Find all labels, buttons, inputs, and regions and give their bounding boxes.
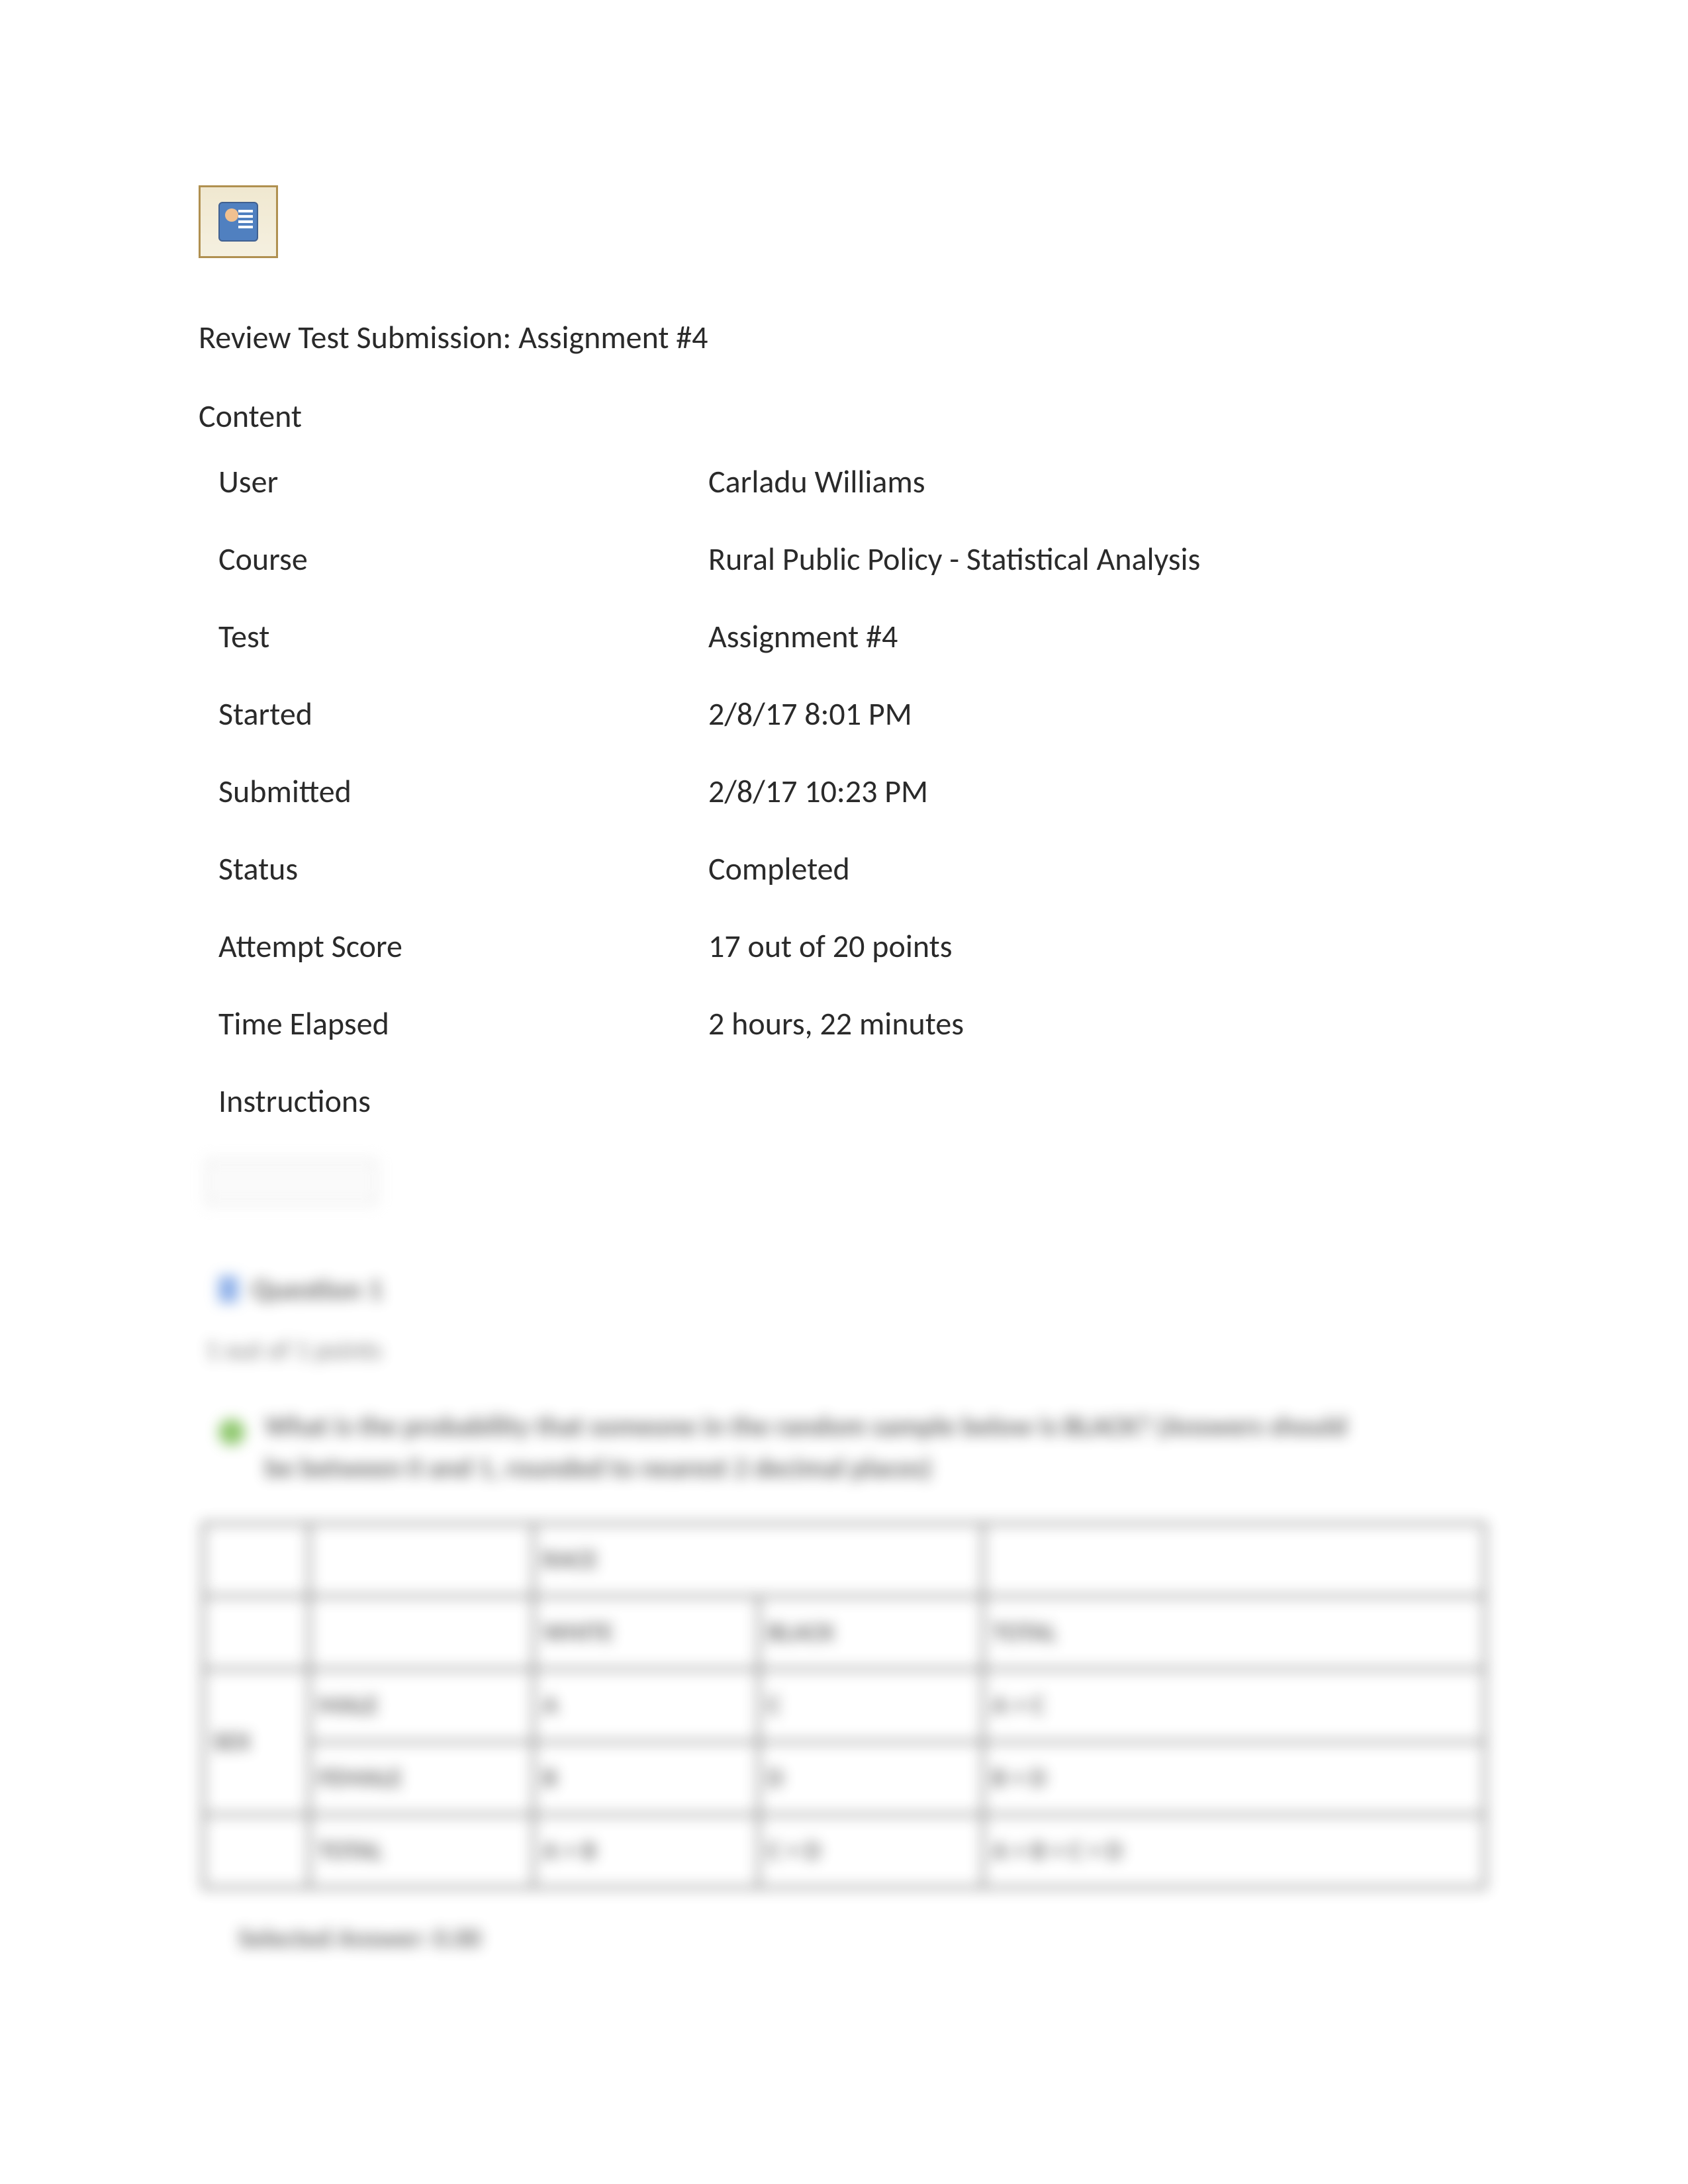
table-cell-total: TOTAL — [309, 1815, 534, 1888]
table-cell — [309, 1596, 534, 1669]
info-row: CourseRural Public Policy - Statistical … — [218, 539, 1489, 578]
info-key: Instructions — [218, 1081, 708, 1120]
table-cell: A — [534, 1669, 758, 1742]
question-body: What is the probability that someone in … — [218, 1406, 1489, 1489]
table-cell-male: MALE — [309, 1669, 534, 1742]
info-row: Time Elapsed2 hours, 22 minutes — [218, 1004, 1489, 1043]
table-cell: C — [759, 1669, 983, 1742]
info-row: Submitted2/8/17 10:23 PM — [218, 772, 1489, 811]
info-key: Test — [218, 617, 708, 656]
info-row: TestAssignment #4 — [218, 617, 1489, 656]
table-row: WHITE BLACK TOTAL — [203, 1596, 1485, 1669]
info-value: 2/8/17 8:01 PM — [708, 694, 912, 733]
table-cell — [983, 1524, 1485, 1596]
table-cell — [309, 1524, 534, 1596]
table-cell-sex: SEX — [203, 1669, 309, 1815]
info-key: User — [218, 462, 708, 501]
table-cell-female: FEMALE — [309, 1742, 534, 1815]
submission-info-table: UserCarladu WilliamsCourseRural Public P… — [218, 462, 1489, 1120]
table-cell — [203, 1596, 309, 1669]
info-key: Submitted — [218, 772, 708, 811]
info-key: Attempt Score — [218, 927, 708, 966]
info-key: Course — [218, 539, 708, 578]
table-cell: A + C — [983, 1669, 1485, 1742]
content-heading: Content — [199, 396, 1489, 435]
info-row: Attempt Score17 out of 20 points — [218, 927, 1489, 966]
table-cell: C + D — [759, 1815, 983, 1888]
blurred-button[interactable] — [205, 1159, 377, 1205]
table-row: FEMALE B D B + D — [203, 1742, 1485, 1815]
info-row: Started2/8/17 8:01 PM — [218, 694, 1489, 733]
question-header: Question 1 — [218, 1271, 1489, 1307]
avatar-inner-icon — [218, 202, 258, 242]
question-label: Question 1 — [252, 1271, 383, 1307]
question-text-line1: What is the probability that someone in … — [265, 1410, 1347, 1443]
selected-answer: Selected Answer: 0.00 — [238, 1922, 1489, 1954]
info-value: 2/8/17 10:23 PM — [708, 772, 928, 811]
info-key: Started — [218, 694, 708, 733]
info-value: Assignment #4 — [708, 617, 898, 656]
table-cell-total: TOTAL — [983, 1596, 1485, 1669]
info-value: 17 out of 20 points — [708, 927, 952, 966]
info-row: Instructions — [218, 1081, 1489, 1120]
info-key: Status — [218, 849, 708, 888]
info-row: UserCarladu Williams — [218, 462, 1489, 501]
question-text-line2: be between 0 and 1, rounded to nearest 2… — [265, 1451, 932, 1485]
info-value: Rural Public Policy - Statistical Analys… — [708, 539, 1200, 578]
table-cell — [203, 1815, 309, 1888]
table-cell: A + B + C + D — [983, 1815, 1485, 1888]
question-flag-icon — [218, 1276, 238, 1302]
info-value: Carladu Williams — [708, 462, 925, 501]
data-table: RACE WHITE BLACK TOTAL SEX MALE A C A + … — [202, 1522, 1486, 1889]
table-cell: B — [534, 1742, 758, 1815]
question-points: 1 out of 1 points — [205, 1334, 1489, 1366]
table-cell — [203, 1524, 309, 1596]
table-cell-black: BLACK — [759, 1596, 983, 1669]
info-value: Completed — [708, 849, 850, 888]
page-title: Review Test Submission: Assignment #4 — [199, 318, 1489, 357]
table-row: RACE — [203, 1524, 1485, 1596]
table-cell: D — [759, 1742, 983, 1815]
user-avatar-icon — [199, 185, 278, 258]
info-key: Time Elapsed — [218, 1004, 708, 1043]
table-cell: B + D — [983, 1742, 1485, 1815]
table-cell: A + B — [534, 1815, 758, 1888]
table-row: TOTAL A + B C + D A + B + C + D — [203, 1815, 1485, 1888]
correct-check-icon — [218, 1419, 245, 1445]
info-row: StatusCompleted — [218, 849, 1489, 888]
blurred-content-region: Question 1 1 out of 1 points What is the… — [199, 1159, 1489, 1954]
table-cell-white: WHITE — [534, 1596, 758, 1669]
info-value: 2 hours, 22 minutes — [708, 1004, 964, 1043]
table-row: SEX MALE A C A + C — [203, 1669, 1485, 1742]
table-cell-race: RACE — [534, 1524, 983, 1596]
question-text: What is the probability that someone in … — [265, 1406, 1347, 1489]
page-root: Review Test Submission: Assignment #4 Co… — [0, 0, 1688, 1954]
